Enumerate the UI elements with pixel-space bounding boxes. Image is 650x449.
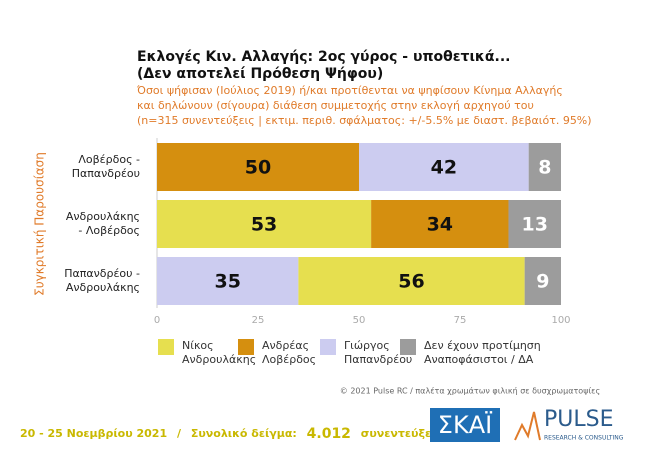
data-label: 56 [398,271,424,293]
bar-segment [359,143,529,191]
x-tick-label: 0 [154,315,160,326]
data-label: 35 [214,271,240,293]
legend-label: Γιώργος Παπανδρέου [344,339,413,366]
legend-swatch [320,339,336,355]
broadcaster-logo-box [430,408,500,442]
bar-segment [371,200,509,248]
category-label: Ανδρουλάκης - Λοβέρδος [65,210,140,237]
legend-label: Ανδρέας Λοβέρδος [262,339,317,366]
y-axis-label: Συγκριτική Παρουσίαση [33,152,47,296]
subtitle: Όσοι ψήφισαν (Ιούλιος 2019) ή/και προτίθ… [136,84,563,97]
x-tick-label: 25 [252,315,265,326]
category-label: Λοβέρδος - Παπανδρέου [71,153,140,180]
subtitle: και δηλώνουν (σίγουρα) διάθεση συμμετοχή… [137,99,534,112]
data-label: 9 [536,271,549,293]
credit: © 2021 Pulse RC / παλέτα χρωμάτων φιλική… [340,386,600,396]
pollster-tagline: RESEARCH & CONSULTING [544,435,624,442]
pollster-logo: PULSE [544,407,614,432]
bar-segment [524,257,561,305]
footer-sample-value: 4.012 [307,426,351,442]
x-tick-label: 75 [454,315,467,326]
legend-label: Νίκος Ανδρουλάκης [182,339,257,366]
legend-swatch [238,339,254,355]
legend-label: Δεν έχουν προτίμηση Αναποφάσιστοι / ΔΑ [424,339,541,366]
data-label: 53 [251,214,277,236]
data-label: 13 [522,214,548,236]
bar-segment [157,257,299,305]
chart-title: (Δεν αποτελεί Πρόθεση Ψήφου) [137,66,383,82]
footer-dates: 20 - 25 Νοεμβρίου 2021 [20,427,167,440]
legend-swatch [158,339,174,355]
pollster-icon [514,411,541,441]
x-tick-label: 50 [353,315,366,326]
bar-segment [528,143,561,191]
x-tick-label: 100 [551,315,570,326]
chart-title: Εκλογές Κιν. Αλλαγής: 2ος γύρος - υποθετ… [137,49,510,65]
data-label: 50 [245,157,271,179]
bar-segment [157,143,359,191]
data-label: 8 [538,157,551,179]
bar-segment [298,257,525,305]
data-label: 42 [431,157,457,179]
bar-segment [157,200,372,248]
footer-separator: / [177,427,182,440]
data-label: 34 [427,214,453,236]
bar-segment [508,200,561,248]
footer: 20 - 25 Νοεμβρίου 2021 / Συνολικό δείγμα… [20,426,442,442]
subtitle: (n=315 συνεντεύξεις | εκτιμ. περιθ. σφάλ… [137,114,592,127]
broadcaster-logo: ΣΚΑΪ [438,410,493,439]
legend-swatch [400,339,416,355]
footer-sample-unit: συνεντεύξεις [361,427,442,440]
footer-sample-label: Συνολικό δείγμα: [191,427,297,440]
category-label: Παπανδρέου - Ανδρουλάκης [64,267,140,294]
